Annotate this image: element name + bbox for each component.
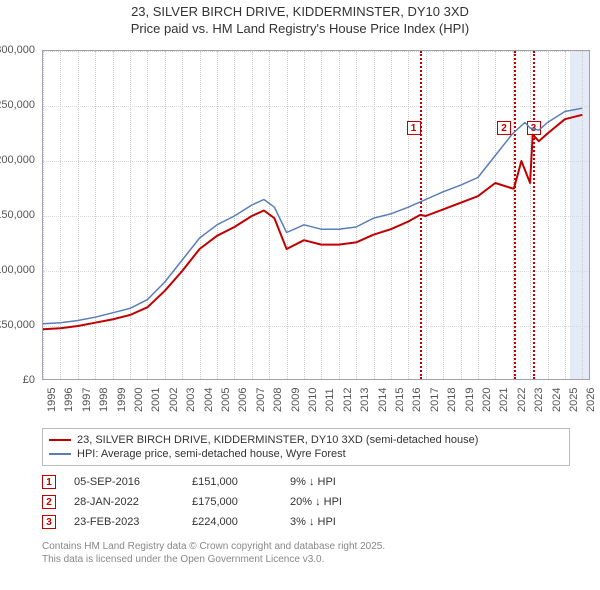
title-line-2: Price paid vs. HM Land Registry's House … [0, 21, 600, 38]
y-axis-label: £50,000 [0, 319, 35, 331]
attribution-line-2: This data is licensed under the Open Gov… [42, 553, 570, 566]
x-axis-label: 2005 [220, 387, 232, 411]
legend-row: 23, SILVER BIRCH DRIVE, KIDDERMINSTER, D… [49, 433, 563, 447]
y-axis-label: £0 [0, 374, 35, 386]
x-axis-label: 2004 [203, 387, 215, 411]
y-axis-label: £200,000 [0, 154, 35, 166]
x-axis-label: 1996 [63, 387, 75, 411]
x-axis-label: 2012 [342, 387, 354, 411]
x-axis-label: 2006 [237, 387, 249, 411]
sale-price: £224,000 [192, 516, 272, 528]
sale-diff: 20% ↓ HPI [290, 496, 370, 508]
x-axis-label: 2021 [498, 387, 510, 411]
sale-diff: 3% ↓ HPI [290, 516, 370, 528]
series-hpi [43, 108, 582, 324]
x-axis-label: 2007 [255, 387, 267, 411]
legend-label: 23, SILVER BIRCH DRIVE, KIDDERMINSTER, D… [77, 434, 478, 446]
x-axis-label: 2022 [516, 387, 528, 411]
sale-price: £151,000 [192, 476, 272, 488]
legend: 23, SILVER BIRCH DRIVE, KIDDERMINSTER, D… [42, 428, 570, 466]
x-axis-label: 2014 [377, 387, 389, 411]
y-axis-label: £100,000 [0, 264, 35, 276]
legend-swatch [49, 439, 71, 441]
x-axis-label: 2002 [168, 387, 180, 411]
x-axis-label: 2019 [464, 387, 476, 411]
y-axis-label: £250,000 [0, 99, 35, 111]
x-axis-label: 1995 [46, 387, 58, 411]
x-axis-label: 2000 [133, 387, 145, 411]
x-axis-label: 2013 [359, 387, 371, 411]
x-axis-label: 1998 [98, 387, 110, 411]
sale-row: 3 23-FEB-2023 £224,000 3% ↓ HPI [42, 512, 570, 532]
x-axis-label: 2008 [272, 387, 284, 411]
sale-price: £175,000 [192, 496, 272, 508]
y-axis-label: £150,000 [0, 209, 35, 221]
x-axis-label: 2010 [307, 387, 319, 411]
title-block: 23, SILVER BIRCH DRIVE, KIDDERMINSTER, D… [0, 0, 600, 40]
chart-area: 123 £0 £50,000 £100,000 £150,000 £200,000 £25… [0, 40, 600, 420]
sale-diff: 9% ↓ HPI [290, 476, 370, 488]
chart-container: 23, SILVER BIRCH DRIVE, KIDDERMINSTER, D… [0, 0, 600, 590]
x-axis-label: 2026 [585, 387, 597, 411]
sale-marker-icon: 1 [42, 475, 56, 489]
x-axis-label: 2024 [551, 387, 563, 411]
chart-lines [43, 51, 590, 380]
x-axis-label: 2016 [411, 387, 423, 411]
legend-label: HPI: Average price, semi-detached house,… [77, 448, 346, 460]
sale-row: 1 05-SEP-2016 £151,000 9% ↓ HPI [42, 472, 570, 492]
x-axis-label: 1997 [81, 387, 93, 411]
x-axis-label: 2009 [290, 387, 302, 411]
x-axis-label: 2015 [394, 387, 406, 411]
legend-row: HPI: Average price, semi-detached house,… [49, 447, 563, 461]
x-axis-label: 2017 [429, 387, 441, 411]
x-axis-label: 2001 [150, 387, 162, 411]
plot-area: 123 [42, 50, 590, 380]
sale-date: 23-FEB-2023 [74, 516, 174, 528]
x-axis-label: 2003 [185, 387, 197, 411]
sale-marker-icon: 2 [42, 495, 56, 509]
sale-date: 28-JAN-2022 [74, 496, 174, 508]
sale-row: 2 28-JAN-2022 £175,000 20% ↓ HPI [42, 492, 570, 512]
sale-date: 05-SEP-2016 [74, 476, 174, 488]
sales-table: 1 05-SEP-2016 £151,000 9% ↓ HPI 2 28-JAN-2022… [42, 472, 570, 532]
attribution-line-1: Contains HM Land Registry data © Crown c… [42, 540, 570, 553]
x-axis-label: 2018 [446, 387, 458, 411]
y-axis-label: £300,000 [0, 44, 35, 56]
x-axis-label: 2025 [568, 387, 580, 411]
sale-marker-icon: 3 [42, 515, 56, 529]
title-line-1: 23, SILVER BIRCH DRIVE, KIDDERMINSTER, D… [0, 4, 600, 21]
x-axis-label: 2023 [533, 387, 545, 411]
x-axis-label: 1999 [116, 387, 128, 411]
attribution: Contains HM Land Registry data © Crown c… [42, 540, 570, 566]
legend-swatch [49, 453, 71, 455]
x-axis-label: 2011 [324, 388, 336, 412]
x-axis-label: 2020 [481, 387, 493, 411]
